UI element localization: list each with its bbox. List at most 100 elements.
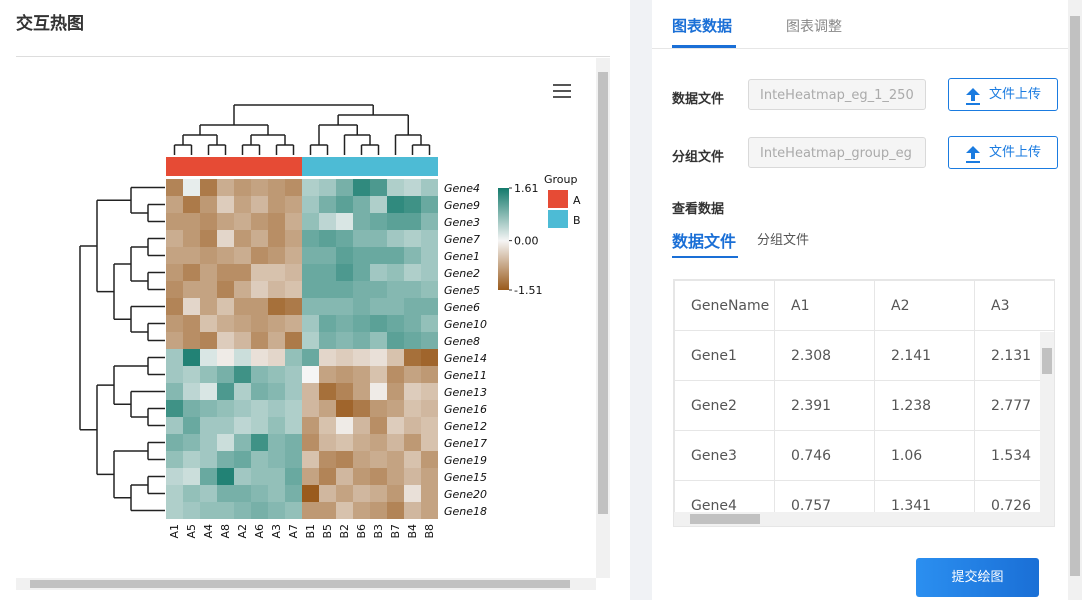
heat-cell <box>268 213 285 230</box>
heat-cell <box>234 281 251 298</box>
heat-cell <box>404 332 421 349</box>
heat-cell <box>404 468 421 485</box>
heat-cell <box>268 468 285 485</box>
heat-cell <box>421 349 438 366</box>
tab[interactable]: 图表调整 <box>786 19 842 35</box>
heat-cell <box>353 230 370 247</box>
v-scroll-thumb[interactable] <box>598 72 608 514</box>
heat-cell <box>251 366 268 383</box>
heat-cell <box>336 468 353 485</box>
row-label: Gene4 <box>444 182 480 195</box>
heat-cell <box>387 502 404 519</box>
heat-cell <box>234 332 251 349</box>
heat-cell <box>404 196 421 213</box>
heat-cell <box>353 179 370 196</box>
heat-cell <box>336 349 353 366</box>
heat-cell <box>404 502 421 519</box>
heat-cell <box>319 179 336 196</box>
heat-cell <box>285 247 302 264</box>
heat-cell <box>421 451 438 468</box>
heat-cell <box>234 349 251 366</box>
legend-swatch <box>548 210 568 228</box>
subtab-active[interactable]: 数据文件 <box>672 232 737 251</box>
heat-cell <box>217 349 234 366</box>
heat-cell <box>387 349 404 366</box>
heat-cell <box>200 468 217 485</box>
subtab[interactable]: 分组文件 <box>757 233 810 248</box>
heat-cell <box>183 485 200 502</box>
heat-cell <box>268 179 285 196</box>
heat-cell <box>217 417 234 434</box>
heat-cell <box>285 281 302 298</box>
table-cell: 1.238 <box>874 380 975 431</box>
group-bar <box>353 157 370 176</box>
heat-cell <box>353 247 370 264</box>
heat-cell <box>421 179 438 196</box>
heat-cell <box>353 196 370 213</box>
heat-cell <box>217 332 234 349</box>
row-label: Gene14 <box>444 352 487 365</box>
heat-cell <box>319 366 336 383</box>
heat-cell <box>336 213 353 230</box>
heat-cell <box>234 468 251 485</box>
heat-cell <box>200 213 217 230</box>
heat-cell <box>387 230 404 247</box>
menu-icon[interactable] <box>553 84 571 98</box>
heat-cell <box>302 417 319 434</box>
h-scroll-thumb[interactable] <box>30 580 570 588</box>
row-label: Gene16 <box>444 403 487 416</box>
table-v-scrollbar[interactable] <box>1040 332 1054 512</box>
heat-cell <box>353 366 370 383</box>
heat-cell <box>319 298 336 315</box>
column-label: A1 <box>168 524 181 539</box>
colorbar-label: 1.61 <box>514 182 539 195</box>
heat-cell <box>302 230 319 247</box>
heat-cell <box>387 196 404 213</box>
heat-cell <box>285 434 302 451</box>
heat-cell <box>234 451 251 468</box>
heat-cell <box>370 451 387 468</box>
heat-cell <box>404 213 421 230</box>
heat-cell <box>166 366 183 383</box>
column-label: A7 <box>287 524 300 539</box>
heat-cell <box>234 264 251 281</box>
heat-cell <box>353 264 370 281</box>
heat-cell <box>302 383 319 400</box>
column-label: B3 <box>372 524 385 539</box>
row-label: Gene6 <box>444 301 480 314</box>
heat-cell <box>200 366 217 383</box>
heat-cell <box>336 332 353 349</box>
upload-button[interactable]: 文件上传 <box>948 136 1058 169</box>
heat-cell <box>251 332 268 349</box>
upload-button[interactable]: 文件上传 <box>948 78 1058 111</box>
heat-cell <box>251 213 268 230</box>
heat-cell <box>166 349 183 366</box>
heat-cell <box>370 502 387 519</box>
submit-button[interactable]: 提交绘图 <box>916 558 1039 597</box>
tab-active[interactable]: 图表数据 <box>672 17 733 35</box>
heat-cell <box>200 417 217 434</box>
heat-cell <box>183 366 200 383</box>
heat-cell <box>183 315 200 332</box>
table-h-scrollbar[interactable] <box>674 512 1054 526</box>
heat-cell <box>166 179 183 196</box>
heat-cell <box>217 213 234 230</box>
heat-cell <box>302 434 319 451</box>
heat-cell <box>404 383 421 400</box>
heat-cell <box>353 281 370 298</box>
divider <box>16 56 610 57</box>
heat-cell <box>200 230 217 247</box>
page-scrollbar[interactable] <box>1068 0 1082 600</box>
heat-cell <box>302 196 319 213</box>
heat-cell <box>200 179 217 196</box>
heat-cell <box>217 315 234 332</box>
heat-cell <box>370 485 387 502</box>
heat-cell <box>302 485 319 502</box>
heat-cell <box>268 349 285 366</box>
heat-cell <box>234 179 251 196</box>
row-label: Gene15 <box>444 471 487 484</box>
heat-cell <box>251 264 268 281</box>
heat-cell <box>234 383 251 400</box>
heat-cell <box>268 281 285 298</box>
